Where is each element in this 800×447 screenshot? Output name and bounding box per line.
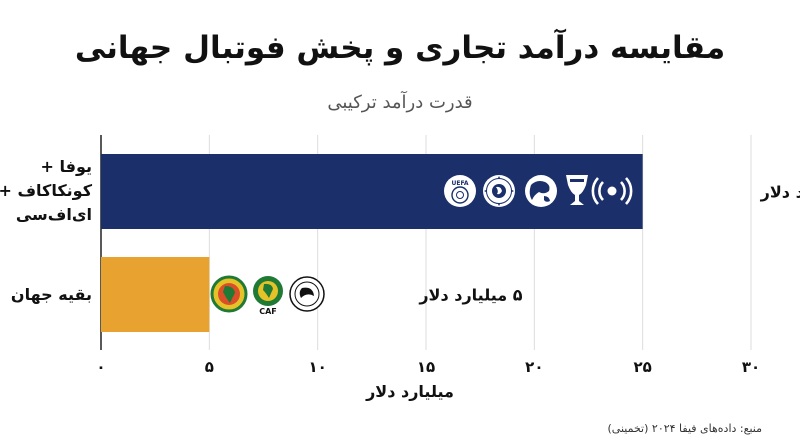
chart-title: مقایسه درآمد تجاری و پخش فوتبال جهانی [74, 30, 726, 66]
category-label-line: بقیه جهان [10, 285, 92, 304]
category-label-line: ای‌اف‌سی [15, 205, 92, 224]
uefa-icon: UEFA [444, 175, 476, 207]
south-america-icon [210, 275, 248, 313]
category-label-rest-of-world: بقیه جهان [0, 283, 92, 307]
x-tick-label: ۱۰ [309, 358, 327, 376]
bar-value-label: ۲۵ میلیارد دلار [760, 183, 800, 202]
globe-icon [525, 175, 557, 207]
x-tick-label: ۱۵ [417, 358, 435, 376]
trophy-icon [566, 175, 588, 205]
x-axis-label: میلیارد دلار [366, 382, 454, 401]
oceania-icon [289, 276, 325, 312]
category-label-line: کونکاکاف + [0, 181, 92, 200]
x-tick-label: ۲۵ [634, 358, 652, 376]
x-tick-label: ۳۰ [742, 358, 760, 376]
source-note: منبع: داده‌های فیفا ۲۰۲۴ (تخمینی) [607, 422, 762, 435]
bar [101, 257, 210, 332]
category-label-uefa-group: یوفا + کونکاکاف + ای‌اف‌سی [0, 155, 92, 227]
chart-subtitle: قدرت درآمد ترکیبی [327, 92, 473, 113]
x-tick-label: ۰ [96, 358, 105, 376]
uefa-icon-label: UEFA [451, 180, 468, 187]
conmebol-icon [483, 175, 515, 207]
caf-icon: CAF [253, 276, 283, 316]
caf-icon-label: CAF [259, 307, 277, 316]
bar [101, 154, 643, 229]
bar-value-label: ۵ میلیارد دلار [418, 286, 522, 305]
x-tick-label: ۵ [205, 358, 214, 376]
signal-icon [591, 177, 633, 205]
category-label-line: یوفا + [40, 157, 93, 176]
x-tick-label: ۲۰ [525, 358, 543, 376]
